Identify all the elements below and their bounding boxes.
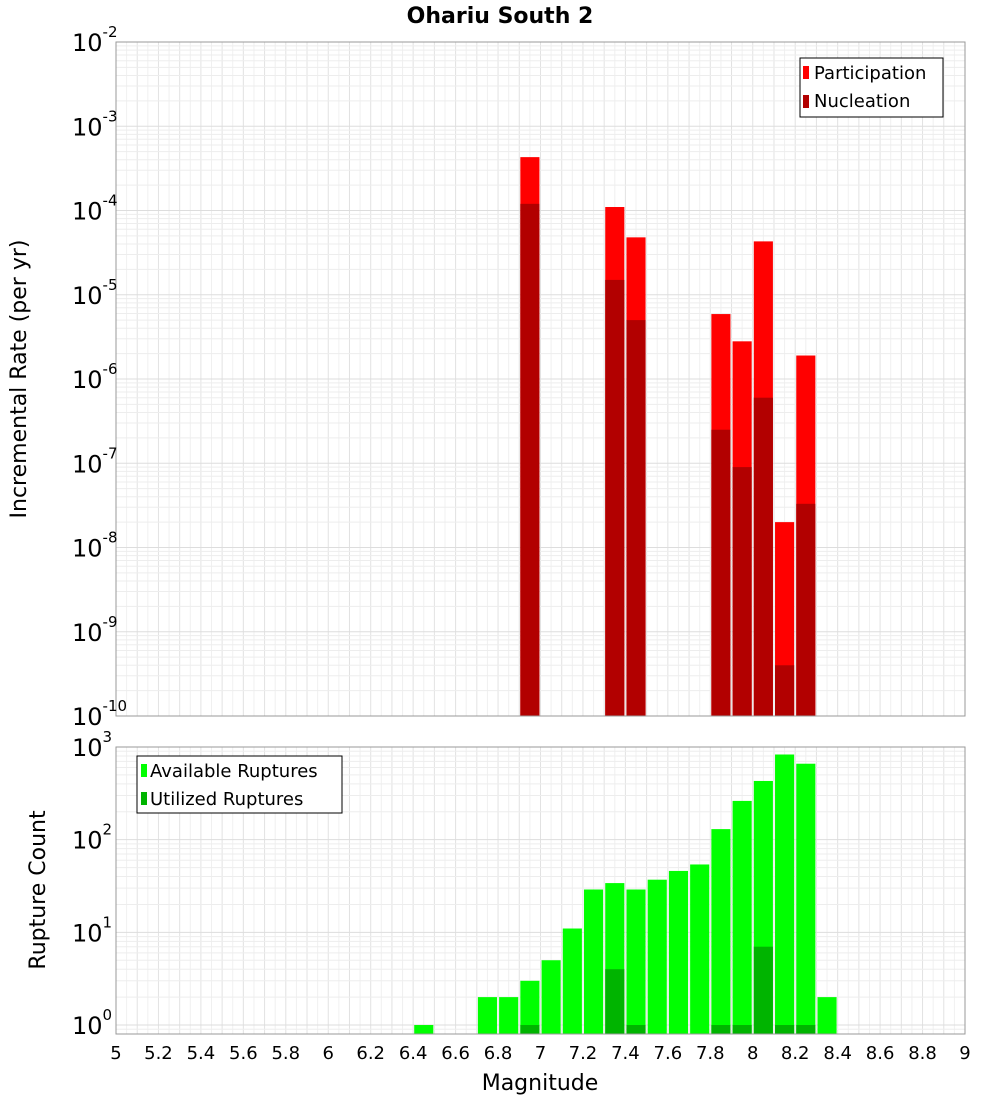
bar-nucleation: [605, 279, 625, 716]
count-y-tick-label: 100: [72, 1006, 112, 1040]
count-y-tick-label: 101: [72, 913, 112, 947]
rate-y-tick-label: 10-10: [72, 697, 127, 731]
bar-utilized: [775, 1025, 795, 1034]
x-tick-label: 5.6: [229, 1043, 258, 1064]
rate-y-tick-label: 10-5: [72, 276, 118, 310]
legend-label-nucleation: Nucleation: [814, 91, 910, 112]
bar-available: [732, 800, 752, 1034]
bar-nucleation: [626, 320, 646, 716]
rate-panel: 10-2 10-3 10-4 10-5 10-6 10-7 10-8 10-9 10-10 In…: [7, 23, 966, 731]
count-legend: Available Ruptures Utilized Ruptures: [136, 755, 343, 814]
x-tick-label: 7.2: [569, 1043, 598, 1064]
rate-plot-border: [115, 41, 966, 717]
x-tick-label: 5.2: [144, 1043, 173, 1064]
count-panel: 103 102 101 100 5 5.2 5.4 5.6 5.8 6 6.2 6.4 6.6 6.8 7…: [26, 728, 971, 1096]
rate-bars: [520, 157, 816, 717]
legend-swatch-nucleation: [803, 95, 809, 108]
bar-nucleation: [711, 429, 731, 716]
x-tick-label: 8.2: [781, 1043, 810, 1064]
x-tick-label: 9: [959, 1043, 970, 1064]
rate-y-tick-label: 10-9: [72, 613, 118, 647]
rate-grid: [115, 41, 966, 717]
bar-utilized: [732, 1025, 752, 1034]
bar-available: [690, 864, 710, 1034]
bar-utilized: [626, 1025, 646, 1034]
legend-label-available: Available Ruptures: [150, 761, 318, 782]
count-y-ticks: 103 102 101 100: [72, 728, 112, 1040]
rate-y-tick-label: 10-8: [72, 529, 118, 563]
legend-swatch-available: [141, 764, 147, 777]
bar-available: [711, 829, 731, 1034]
bar-available: [796, 763, 816, 1034]
rate-y-tick-label: 10-4: [72, 192, 118, 226]
bar-available: [647, 879, 667, 1034]
chart-title: Ohariu South 2: [407, 4, 594, 29]
count-bars: [414, 754, 837, 1034]
rate-y-ticks: 10-2 10-3 10-4 10-5 10-6 10-7 10-8 10-9 10-10: [72, 23, 127, 731]
bar-available: [817, 997, 837, 1034]
bar-nucleation: [520, 203, 540, 716]
bar-nucleation: [775, 665, 795, 716]
rate-legend-box: [799, 57, 944, 118]
bar-available: [775, 754, 795, 1034]
x-tick-label: 6: [323, 1043, 334, 1064]
legend-swatch-participation: [803, 66, 809, 79]
x-tick-label: 7: [535, 1043, 546, 1064]
x-tick-label: 7.6: [654, 1043, 683, 1064]
count-y-tick-label: 103: [72, 728, 112, 762]
x-axis-label: Magnitude: [482, 1071, 599, 1096]
x-tick-label: 7.4: [611, 1043, 640, 1064]
legend-swatch-utilized: [141, 792, 147, 805]
bar-available: [541, 960, 561, 1034]
bar-nucleation: [753, 397, 773, 716]
bar-nucleation: [732, 467, 752, 716]
bar-utilized: [605, 969, 625, 1034]
count-plot-border: [115, 746, 966, 1035]
bar-utilized: [520, 1025, 540, 1034]
x-tick-label: 8.8: [908, 1043, 937, 1064]
x-tick-label: 5.4: [187, 1043, 216, 1064]
x-tick-label: 6.6: [441, 1043, 470, 1064]
x-tick-label: 7.8: [696, 1043, 725, 1064]
bar-available: [520, 980, 540, 1034]
bar-available: [562, 928, 582, 1034]
legend-label-participation: Participation: [814, 63, 926, 84]
rate-y-tick-label: 10-6: [72, 360, 118, 394]
bar-utilized: [796, 1025, 816, 1034]
bar-nucleation: [796, 503, 816, 716]
x-tick-label: 8: [747, 1043, 758, 1064]
bar-available: [499, 997, 519, 1034]
bar-available: [584, 889, 604, 1034]
count-legend-box: [136, 755, 343, 814]
bar-available: [668, 870, 689, 1034]
rate-y-axis-label: Incremental Rate (per yr): [7, 240, 32, 519]
rate-legend: Participation Nucleation: [799, 57, 944, 118]
x-ticks: 5 5.2 5.4 5.6 5.8 6 6.2 6.4 6.6 6.8 7 7.2 7.4 7.6 7.8 8…: [110, 1043, 970, 1064]
bar-utilized: [753, 946, 773, 1034]
bar-available: [414, 1025, 434, 1034]
x-tick-label: 6.2: [356, 1043, 385, 1064]
x-tick-label: 8.6: [866, 1043, 895, 1064]
x-tick-label: 5.8: [271, 1043, 300, 1064]
x-tick-label: 8.4: [823, 1043, 852, 1064]
legend-label-utilized: Utilized Ruptures: [150, 789, 303, 810]
x-tick-label: 5: [110, 1043, 121, 1064]
rate-y-tick-label: 10-2: [72, 23, 118, 57]
rate-y-tick-label: 10-7: [72, 444, 118, 478]
bar-utilized: [711, 1025, 731, 1034]
bar-available: [477, 997, 497, 1034]
count-y-axis-label: Rupture Count: [26, 810, 51, 970]
bar-available: [626, 889, 646, 1034]
x-tick-label: 6.8: [484, 1043, 513, 1064]
count-y-tick-label: 102: [72, 821, 112, 855]
rate-y-tick-label: 10-3: [72, 107, 118, 141]
x-tick-label: 6.4: [399, 1043, 428, 1064]
